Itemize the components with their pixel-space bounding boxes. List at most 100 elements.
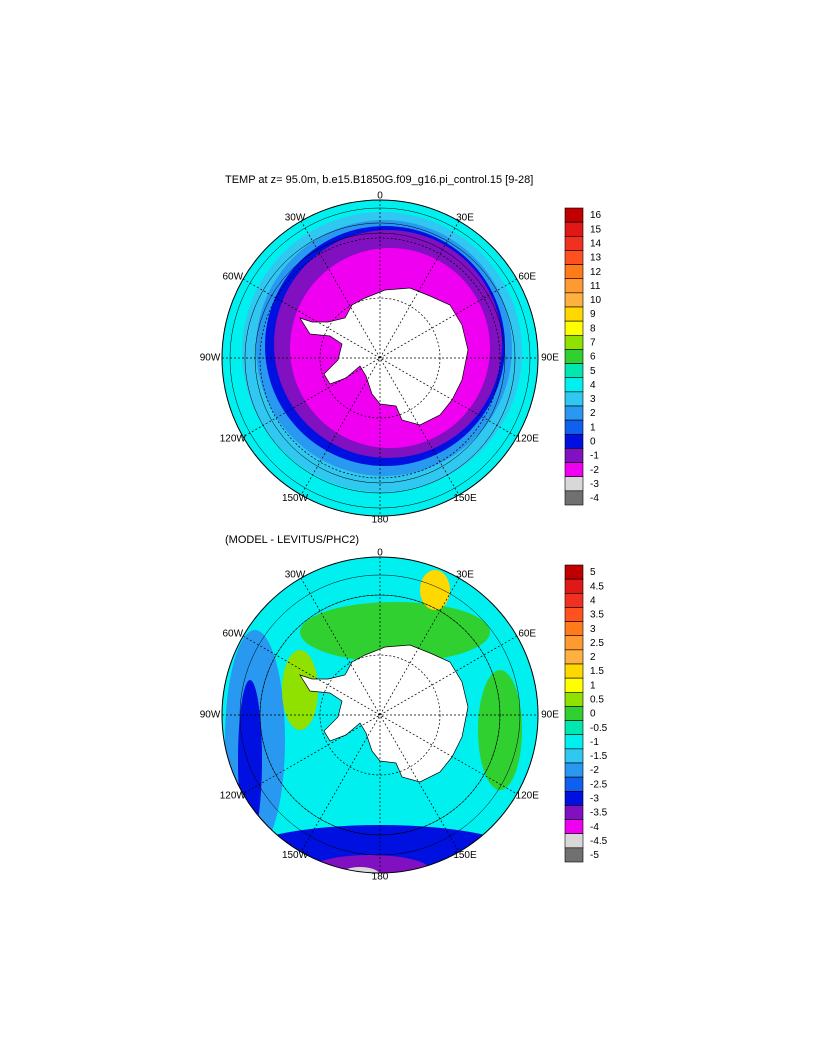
colorbar-box <box>564 635 584 651</box>
colorbar-label: 5 <box>590 366 596 377</box>
colorbar-label: -4.5 <box>590 836 608 847</box>
colorbar-label: 3.5 <box>590 610 604 621</box>
colorbar-box <box>564 578 584 594</box>
longitude-label: 30W <box>285 212 306 223</box>
colorbar-label: -4 <box>590 493 599 504</box>
colorbar-box <box>564 405 584 421</box>
longitude-label: 120E <box>516 791 540 802</box>
colorbar-box <box>564 221 584 237</box>
colorbar-label: 3 <box>590 624 596 635</box>
graticule <box>221 199 539 517</box>
colorbar-box <box>564 663 584 679</box>
longitude-label: 150W <box>282 850 309 861</box>
colorbar-label: 4 <box>590 380 596 391</box>
colorbar-box <box>564 805 584 820</box>
colorbar-box <box>564 677 584 693</box>
colorbar-label: 3 <box>590 394 596 405</box>
colorbar-box <box>564 377 584 393</box>
colorbar-box <box>564 706 584 721</box>
colorbar-box <box>564 776 584 792</box>
colorbar-label: 6 <box>590 352 596 363</box>
colorbar-label: -1 <box>590 737 599 748</box>
colorbar-label: 1 <box>590 422 596 433</box>
colorbar-box <box>564 564 584 580</box>
longitude-label: 120W <box>220 791 247 802</box>
colorbar-box <box>564 819 584 835</box>
colorbar-box <box>564 207 584 223</box>
colorbar-label: -0.5 <box>590 723 608 734</box>
longitude-label: 120W <box>220 434 247 445</box>
longitude-label: 180 <box>372 872 389 883</box>
longitude-label: 0 <box>377 548 383 559</box>
colorbar-box <box>564 391 584 407</box>
colorbar-label: -3 <box>590 793 599 804</box>
colorbar-label: -5 <box>590 850 599 861</box>
map-title: TEMP at z= 95.0m, b.e15.B1850G.f09_g16.p… <box>225 174 533 186</box>
map-title: (MODEL - LEVITUS/PHC2) <box>225 534 359 546</box>
longitude-label: 90E <box>541 353 559 364</box>
colorbar-label: 9 <box>590 309 596 320</box>
longitude-label: 60E <box>518 272 536 283</box>
colorbar-box <box>564 334 584 350</box>
colorbar-label: 2.5 <box>590 638 604 649</box>
colorbar-box <box>564 790 584 806</box>
colorbar-box <box>564 762 584 778</box>
longitude-label: 30E <box>456 212 474 223</box>
colorbar-label: 0 <box>590 709 596 720</box>
longitude-label: 150W <box>282 493 309 504</box>
colorbar-box <box>564 349 584 364</box>
colorbar-label: 0.5 <box>590 694 604 705</box>
colorbar-label: -2 <box>590 765 599 776</box>
longitude-label: 60W <box>222 629 243 640</box>
colorbar-box <box>564 462 584 478</box>
colorbar-box <box>564 292 584 308</box>
colorbar-box <box>564 621 584 637</box>
colorbar-label: 10 <box>590 295 602 306</box>
colorbar-box <box>564 306 584 322</box>
colorbar-box <box>564 734 584 750</box>
colorbar-box <box>564 748 584 764</box>
colorbar-box <box>564 833 584 849</box>
colorbar-box <box>564 490 584 506</box>
longitude-label: 30W <box>285 569 306 580</box>
map-top <box>222 200 538 516</box>
colorbar-label: 1 <box>590 680 596 691</box>
graticule <box>221 556 539 874</box>
colorbar-label: 2 <box>590 408 596 419</box>
longitude-label: 30E <box>456 569 474 580</box>
colorbar-label: 2 <box>590 652 596 663</box>
colorbar-label: 7 <box>590 337 596 348</box>
colorbar-box <box>564 720 584 736</box>
colorbar-box <box>564 592 584 608</box>
colorbar-label: 11 <box>590 281 601 292</box>
colorbar-box <box>564 419 584 435</box>
longitude-label: 90E <box>541 710 559 721</box>
colorbar-label: 8 <box>590 323 596 334</box>
longitude-label: 60E <box>518 629 536 640</box>
colorbar-box <box>564 363 584 379</box>
colorbar-label: 12 <box>590 267 602 278</box>
colorbar-box <box>564 607 584 622</box>
colorbar-label: -2.5 <box>590 779 608 790</box>
colorbar-label: 0 <box>590 436 596 447</box>
longitude-label: 150E <box>453 850 477 861</box>
colorbar-box <box>564 847 584 863</box>
colorbar-box <box>564 235 584 251</box>
colorbar-label: -3.5 <box>590 808 608 819</box>
longitude-label: 180 <box>372 515 389 526</box>
longitude-label: 120E <box>516 434 540 445</box>
colorbar-box <box>564 649 584 665</box>
colorbar-label: -2 <box>590 465 599 476</box>
colorbar-box <box>564 264 584 280</box>
colorbar-label: 16 <box>590 210 602 221</box>
colorbar-label: 1.5 <box>590 666 604 677</box>
colorbar-label: -1.5 <box>590 751 608 762</box>
colorbar-label: -4 <box>590 822 599 833</box>
colorbar-box <box>564 448 584 463</box>
longitude-label: 150E <box>453 493 477 504</box>
longitude-label: 90W <box>200 710 221 721</box>
longitude-label: 60W <box>222 272 243 283</box>
colorbar-box <box>564 250 584 265</box>
colorbar-label: 14 <box>590 238 602 249</box>
colorbar-box <box>564 278 584 294</box>
